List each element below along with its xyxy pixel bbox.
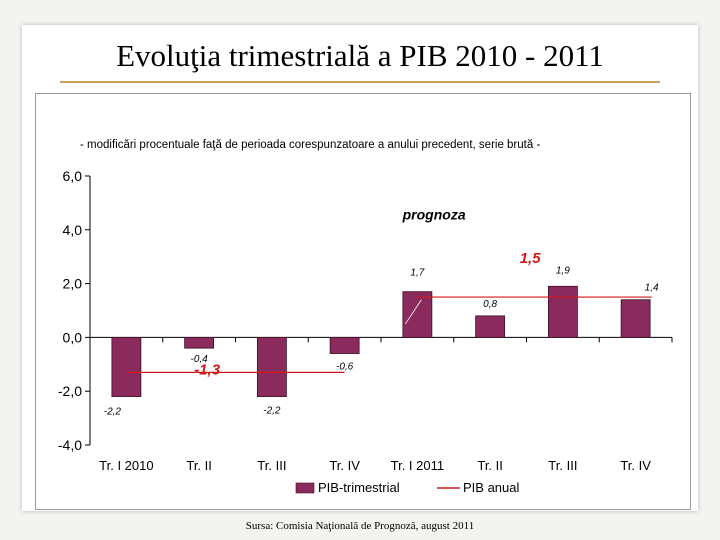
bar-pib-trimestrial bbox=[475, 315, 506, 338]
leader-stroke bbox=[405, 299, 422, 325]
chart-annual-lines bbox=[126, 296, 652, 373]
annual-value-label: 1,5 bbox=[520, 250, 542, 267]
chart-subtitle: - modificări procentuale faţă de perioad… bbox=[80, 139, 541, 151]
y-tick-label: 4,0 bbox=[63, 222, 83, 238]
x-category-label: Tr. IV bbox=[620, 458, 651, 473]
y-tick-label: -4,0 bbox=[58, 437, 82, 453]
x-category-label: Tr. II bbox=[186, 458, 212, 473]
x-category-label: Tr. IV bbox=[329, 458, 360, 473]
bar-value-label: -0,6 bbox=[336, 362, 354, 373]
bar-value-label: 0,8 bbox=[483, 299, 497, 310]
chart-frame bbox=[35, 93, 691, 510]
x-category-label: Tr. III bbox=[257, 458, 286, 473]
y-tick-label: 0,0 bbox=[63, 329, 83, 345]
bar-value-label: -2,2 bbox=[104, 407, 122, 418]
title-underline bbox=[60, 81, 660, 83]
slide-title: Evoluţia trimestrială a PIB 2010 - 2011 bbox=[116, 38, 604, 73]
chart-bars bbox=[111, 285, 651, 397]
bar-value-label: 1,9 bbox=[556, 265, 570, 276]
y-tick-label: -2,0 bbox=[58, 383, 82, 399]
bar-value-label: 1,7 bbox=[410, 268, 424, 279]
legend-label-bar: PIB-trimestrial bbox=[318, 480, 400, 495]
forecast-annotation: prognoza bbox=[402, 206, 466, 222]
y-tick-label: 6,0 bbox=[63, 168, 83, 184]
x-category-label: Tr. II bbox=[477, 458, 503, 473]
bar-value-label: -2,2 bbox=[263, 406, 281, 417]
chart-legend: PIB-trimestrial PIB anual bbox=[295, 480, 519, 495]
bar-pib-trimestrial bbox=[256, 336, 287, 397]
chart-labels: -2,2 -0,4 -2,2 -0,6 1,7 0,8 1,9 1,4 -1,3 1,5 progn… bbox=[104, 206, 659, 417]
x-category-label: Tr. III bbox=[548, 458, 577, 473]
bar-pib-trimestrial bbox=[547, 285, 578, 338]
bar-pib-trimestrial bbox=[620, 299, 651, 338]
bar-pib-trimestrial bbox=[402, 291, 433, 338]
annual-value-label: -1,3 bbox=[194, 361, 221, 378]
chart-axes: -4,0 -2,0 0,0 2,0 4,0 6,0 Tr. I 2010 Tr. II Tr. … bbox=[58, 168, 673, 473]
source-note: Sursa: Comisia Naţională de Prognoză, au… bbox=[245, 520, 475, 532]
bar-value-label: -0,4 bbox=[191, 354, 209, 365]
bar-pib-trimestrial bbox=[329, 336, 360, 354]
y-tick-label: 2,0 bbox=[63, 276, 83, 292]
bar-value-label: 1,4 bbox=[645, 283, 659, 294]
x-category-label: Tr. I 2011 bbox=[391, 458, 444, 473]
legend-swatch-bar bbox=[295, 482, 315, 494]
bar-pib-trimestrial bbox=[184, 336, 215, 349]
x-category-label: Tr. I 2010 bbox=[99, 458, 153, 473]
legend-label-line: PIB anual bbox=[463, 480, 519, 495]
bar-pib-trimestrial bbox=[111, 336, 142, 397]
